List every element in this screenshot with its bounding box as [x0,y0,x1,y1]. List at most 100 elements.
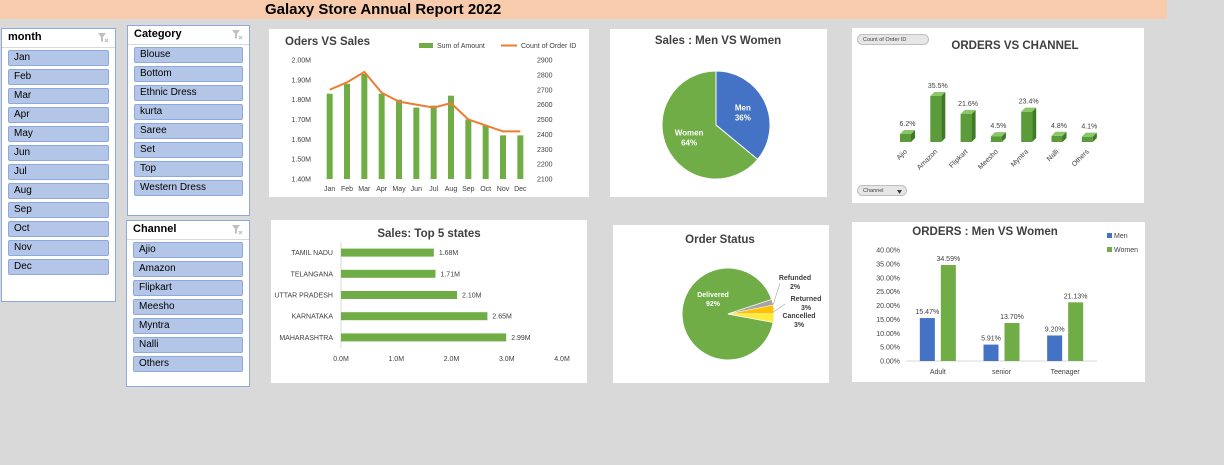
slicer-item-jul[interactable]: Jul [8,164,109,180]
data-label: 2.99M [511,335,531,342]
filter-clear-icon[interactable] [231,29,243,41]
x-tick-label: 4.0M [554,356,570,363]
bar [341,269,436,278]
slicer-item-mar[interactable]: Mar [8,88,109,104]
slicer-item-meesho[interactable]: Meesho [133,299,243,315]
slice-name: Cancelled [782,313,815,320]
x-tick-label: Apr [376,186,388,193]
bar-side [941,92,946,142]
y-tick-label: KARNATAKA [292,314,334,321]
bar-side [1032,107,1037,142]
legend-swatch [1107,233,1112,238]
slicer-items: Blouse Bottom Ethnic Dress kurta Saree Set Top… [128,45,249,196]
slicer-item-jan[interactable]: Jan [8,50,109,66]
filter-clear-icon[interactable] [231,224,243,236]
top-5-states-panel[interactable]: Sales: Top 5 states TAMIL NADU 1.68M TELANG… [271,220,587,383]
bar [930,96,942,142]
orders-men-women-panel[interactable]: ORDERS : Men VS Women Men Women 40.00% 35.00… [852,222,1145,382]
y-tick-label: 40.00% [876,248,900,255]
data-label: 35.5% [928,83,948,90]
chart-title: Sales: Top 5 states [377,228,480,240]
y-tick-label: 15.00% [876,317,900,324]
x-tick-label: 3.0M [499,356,515,363]
bar [361,73,368,179]
slicer-item-set[interactable]: Set [134,142,243,158]
bar [1047,335,1063,361]
count-of-order-id-button[interactable]: Count of Order ID [857,34,929,45]
slicer-item-ethnic-dress[interactable]: Ethnic Dress [134,85,243,101]
bar-top [930,92,946,96]
slicer-item-sep[interactable]: Sep [8,202,109,218]
orders-vs-channel-panel[interactable]: ORDERS VS CHANNEL 6.2% Ajio 35.5% Amazon 21.6… [852,28,1144,203]
series-line [329,70,521,133]
slicer-item-flipkart[interactable]: Flipkart [133,280,243,296]
slicer-item-nalli[interactable]: Nalli [133,337,243,353]
channel-slicer: Channel Ajio Amazon Flipkart Meesho Myntra Na… [126,220,250,387]
x-tick-label: Ajio [896,148,909,161]
slicer-title: Category [134,28,182,40]
slicer-item-amazon[interactable]: Amazon [133,261,243,277]
legend-label: Sum of Amount [437,43,485,50]
slice-name: Refunded [779,275,811,282]
y-tick-label: 1.40M [292,177,312,184]
bar [430,105,437,179]
y2-tick-label: 2500 [537,117,553,124]
slice-label: 2% [790,284,801,291]
slicer-item-ajio[interactable]: Ajio [133,242,243,258]
y-tick-label: TAMIL NADU [291,250,333,257]
slicer-item-top[interactable]: Top [134,161,243,177]
slicer-item-bottom[interactable]: Bottom [134,66,243,82]
y-tick-label: 1.60M [292,137,312,144]
slicer-item-jun[interactable]: Jun [8,145,109,161]
data-label: 15.47% [915,309,939,316]
x-tick-label: Aug [445,186,458,193]
slicer-item-oct[interactable]: Oct [8,221,109,237]
bar [500,135,506,179]
slicer-item-others[interactable]: Others [133,356,243,372]
orders-vs-sales-panel[interactable]: Oders VS Sales Sum of Amount Count of Orde… [269,29,589,197]
slicer-item-myntra[interactable]: Myntra [133,318,243,334]
slicer-header: month [2,29,115,48]
y-tick-label: 30.00% [876,275,900,282]
slicer-item-may[interactable]: May [8,126,109,142]
order-status-chart: Order Status Delivered 92% Refunded 2% Return… [681,234,821,361]
orders-vs-channel-chart: ORDERS VS CHANNEL 6.2% Ajio 35.5% Amazon 21.6… [896,40,1098,172]
slicer-item-kurta[interactable]: kurta [134,104,243,120]
sales-men-women-panel[interactable]: Sales : Men VS Women Men 36% Women 64% [610,29,827,197]
slicer-item-blouse[interactable]: Blouse [134,47,243,63]
data-label: 6.2% [900,121,916,128]
slicer-item-western-dress[interactable]: Western Dress [134,180,243,196]
y-tick-label: TELANGANA [291,271,334,278]
bar [341,333,507,342]
channel-dropdown[interactable]: Channel [857,185,907,196]
bar [413,107,420,179]
slicer-header: Channel [127,221,249,240]
bar [448,95,454,179]
x-tick-label: 1.0M [388,356,404,363]
data-label: 23.4% [1019,99,1039,106]
order-status-panel[interactable]: Order Status Delivered 92% Refunded 2% Return… [613,225,829,383]
slicer-item-saree[interactable]: Saree [134,123,243,139]
y2-tick-label: 2300 [537,147,553,154]
filter-clear-icon[interactable] [97,32,109,44]
y2-tick-label: 2400 [537,132,553,139]
slicer-item-nov[interactable]: Nov [8,240,109,256]
y-tick-label: UTTAR PRADESH [274,293,333,300]
slicer-item-aug[interactable]: Aug [8,183,109,199]
slice-label: 3% [801,305,812,312]
bar-top [1081,132,1097,137]
chevron-down-icon [897,189,902,194]
x-tick-label: Sep [462,186,475,193]
slicer-item-feb[interactable]: Feb [8,69,109,85]
slice-label: 36% [735,113,751,122]
slicer-item-apr[interactable]: Apr [8,107,109,123]
slice-label: 64% [681,139,697,148]
slicer-item-dec[interactable]: Dec [8,259,109,275]
legend-label: Count of Order ID [521,43,576,50]
x-tick-label: Mar [358,186,371,193]
bar [983,344,999,361]
bar [517,135,524,179]
slicer-title: Channel [133,223,177,235]
bar [465,119,472,179]
x-tick-label: Myntra [1010,148,1030,168]
